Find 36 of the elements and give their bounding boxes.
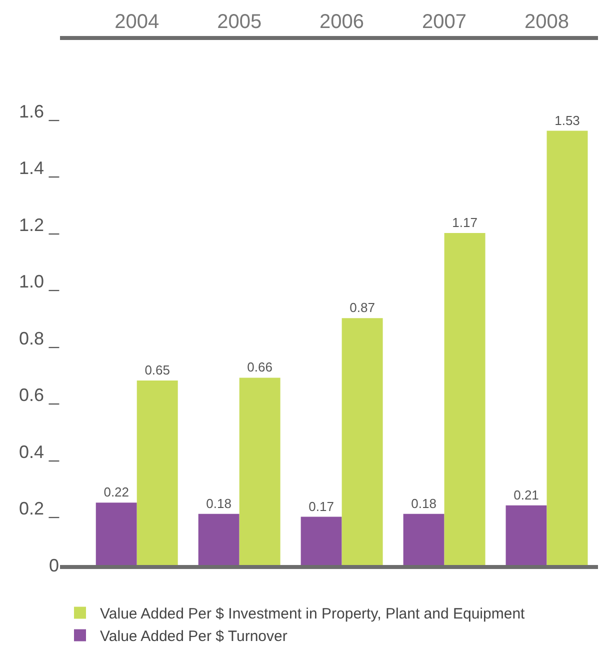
bar bbox=[546, 130, 588, 565]
y-tick-label: 0.4 _ bbox=[18, 442, 60, 462]
data-label: 0.65 bbox=[144, 362, 170, 378]
x-tick-label: 2005 bbox=[217, 11, 262, 33]
x-tick-label: 2007 bbox=[422, 11, 467, 33]
data-label: 0.17 bbox=[308, 498, 334, 514]
bar bbox=[342, 318, 383, 565]
legend-label: Value Added Per $ Investment in Property, Plant and Equipment bbox=[100, 606, 526, 623]
y-tick-label: 0.2 _ bbox=[18, 498, 60, 519]
bar bbox=[136, 380, 178, 565]
legend-label: Value Added Per $ Turnover bbox=[100, 628, 288, 646]
y-tick-label: 1.2 _ bbox=[18, 214, 60, 235]
data-label: 1.53 bbox=[554, 112, 580, 128]
bar bbox=[444, 232, 486, 565]
data-label: 0.66 bbox=[247, 360, 272, 375]
x-tick-label: 2004 bbox=[114, 11, 160, 33]
data-label: 0.18 bbox=[411, 496, 436, 511]
bar bbox=[506, 505, 547, 565]
x-tick-label: 2008 bbox=[524, 11, 570, 33]
y-tick-label: 1.4 _ bbox=[18, 158, 60, 178]
bar bbox=[96, 502, 137, 565]
y-tick-label: 1.6 _ bbox=[18, 101, 60, 122]
y-tick-label: 0.8 _ bbox=[18, 328, 60, 348]
data-label: 1.17 bbox=[452, 214, 478, 230]
x-tick-label: 2006 bbox=[320, 11, 364, 33]
bar bbox=[300, 516, 342, 565]
bar bbox=[198, 514, 240, 565]
y-tick-label: 0 bbox=[48, 555, 59, 576]
bar bbox=[239, 378, 280, 565]
data-label: 0.87 bbox=[350, 300, 375, 316]
data-label: 0.21 bbox=[514, 487, 539, 502]
data-label: 0.22 bbox=[104, 484, 130, 500]
data-label: 0.18 bbox=[206, 496, 232, 511]
bar bbox=[403, 514, 444, 565]
y-tick-label: 0.6 _ bbox=[18, 385, 60, 406]
y-tick-label: 1.0 _ bbox=[18, 272, 60, 292]
